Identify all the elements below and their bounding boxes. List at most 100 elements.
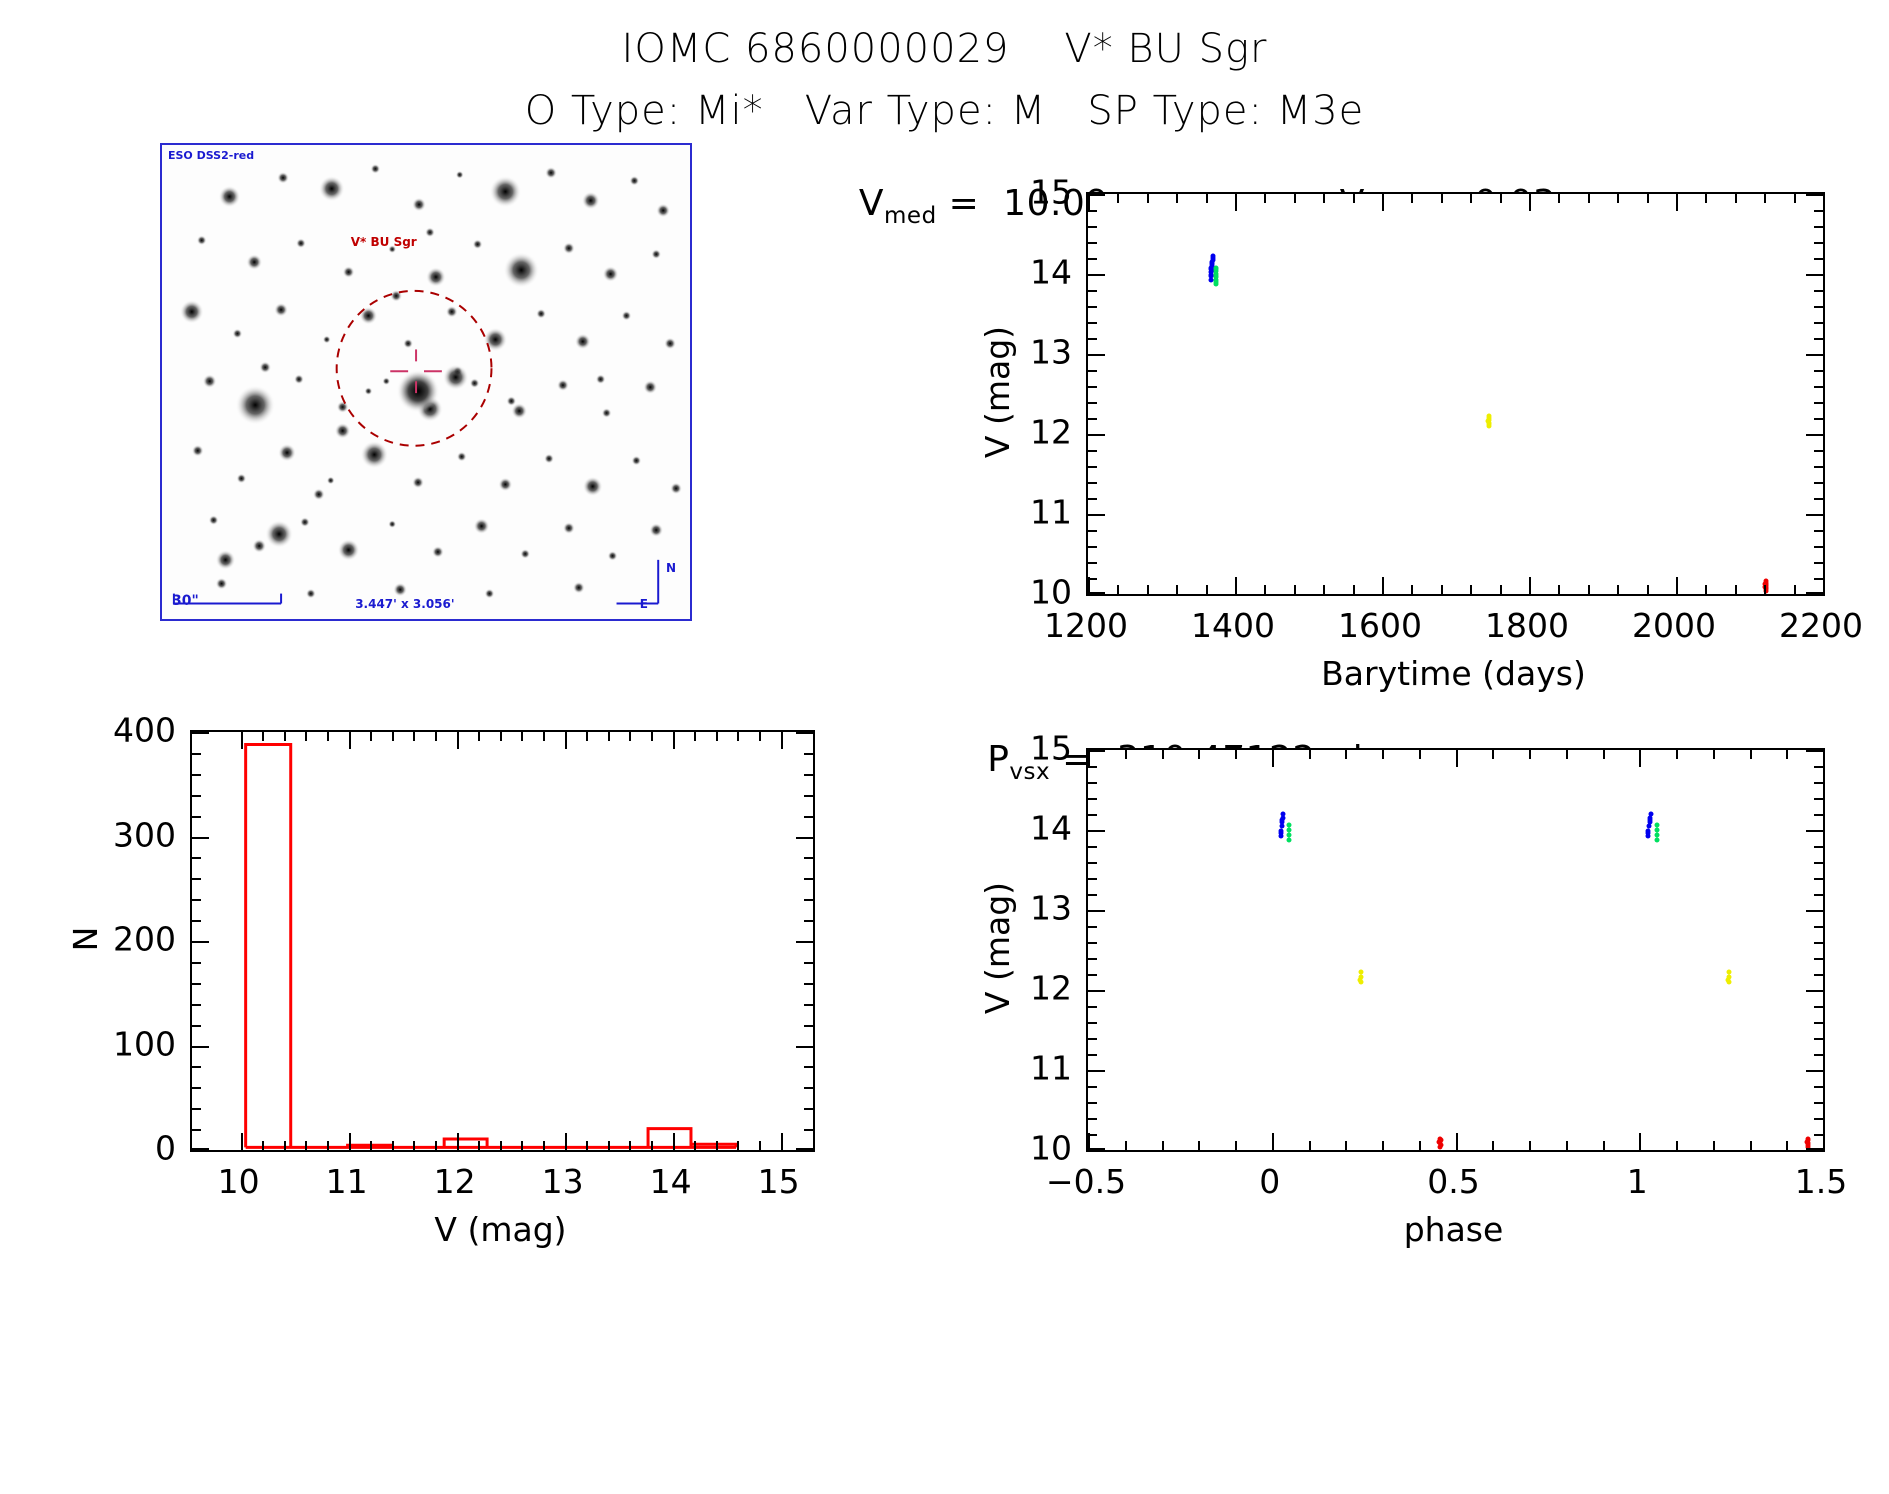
axis-tick bbox=[1293, 194, 1296, 203]
x-tick-label: −0.5 bbox=[1045, 1162, 1127, 1201]
axis-tick bbox=[1088, 226, 1097, 228]
axis-tick bbox=[1382, 1141, 1384, 1150]
axis-tick bbox=[1587, 194, 1590, 203]
axis-tick bbox=[1529, 194, 1531, 211]
data-point bbox=[1213, 273, 1219, 279]
axis-tick bbox=[192, 982, 201, 985]
axis-tick bbox=[804, 1003, 813, 1006]
x-axis-title: phase bbox=[1403, 1210, 1504, 1249]
axis-tick bbox=[796, 836, 813, 839]
axis-tick bbox=[240, 732, 243, 749]
data-point bbox=[1208, 277, 1214, 283]
data-point bbox=[1485, 418, 1491, 424]
data-point bbox=[1280, 811, 1286, 817]
data-point bbox=[1286, 837, 1292, 843]
histogram-outline bbox=[244, 742, 738, 1149]
axis-tick bbox=[804, 1087, 813, 1090]
axis-tick bbox=[1205, 585, 1208, 594]
axis-tick bbox=[1814, 782, 1823, 784]
axis-tick bbox=[1235, 194, 1237, 211]
axis-tick bbox=[1806, 274, 1823, 276]
axis-tick bbox=[1088, 498, 1097, 500]
axis-tick bbox=[694, 732, 697, 741]
axis-tick bbox=[651, 1141, 653, 1150]
axis-tick bbox=[1676, 750, 1678, 759]
data-point bbox=[1358, 979, 1364, 985]
axis-tick bbox=[1587, 585, 1590, 594]
axis-tick bbox=[1617, 194, 1620, 203]
axis-tick bbox=[262, 1141, 265, 1150]
axis-tick bbox=[192, 732, 209, 734]
axis-tick bbox=[1088, 370, 1097, 372]
axis-tick bbox=[1146, 585, 1149, 594]
axis-tick bbox=[1088, 1118, 1097, 1120]
axis-tick bbox=[1814, 578, 1823, 580]
axis-tick bbox=[435, 1141, 437, 1150]
axis-tick bbox=[1814, 814, 1823, 816]
data-point bbox=[1648, 811, 1654, 817]
axis-tick bbox=[1088, 530, 1097, 532]
data-point bbox=[1763, 585, 1769, 591]
axis-tick bbox=[1088, 1133, 1090, 1150]
data-point bbox=[1438, 1142, 1444, 1148]
axis-tick bbox=[192, 1024, 201, 1027]
axis-tick bbox=[1639, 1133, 1642, 1150]
axis-tick bbox=[1345, 750, 1348, 759]
axis-tick bbox=[1088, 1054, 1097, 1056]
axis-tick bbox=[1602, 1141, 1605, 1150]
axis-tick bbox=[804, 1066, 813, 1069]
axis-tick bbox=[1814, 450, 1823, 452]
axis-tick bbox=[1712, 750, 1715, 759]
axis-tick bbox=[1323, 585, 1326, 594]
axis-tick bbox=[1814, 498, 1823, 500]
axis-tick bbox=[1499, 194, 1502, 203]
y-tick-label: 11 bbox=[1030, 1048, 1072, 1088]
axis-tick bbox=[1088, 910, 1105, 912]
data-point bbox=[1436, 1139, 1442, 1145]
axis-tick bbox=[1088, 482, 1097, 484]
axis-tick bbox=[1088, 942, 1097, 944]
axis-tick bbox=[1646, 194, 1649, 203]
axis-tick bbox=[192, 794, 201, 797]
axis-tick bbox=[478, 732, 481, 741]
axis-tick bbox=[1088, 434, 1105, 436]
axis-tick bbox=[1088, 814, 1097, 816]
axis-tick bbox=[1382, 577, 1384, 594]
lightcurve-title-v: V bbox=[858, 183, 885, 224]
axis-tick bbox=[1814, 1022, 1823, 1024]
axis-tick bbox=[192, 1003, 201, 1006]
axis-tick bbox=[1602, 750, 1605, 759]
axis-tick bbox=[192, 752, 201, 755]
axis-tick bbox=[607, 732, 610, 741]
y-tick-label: 0 bbox=[155, 1128, 176, 1168]
y-tick-label: 200 bbox=[113, 919, 176, 959]
data-point bbox=[1654, 832, 1660, 838]
axis-tick bbox=[1793, 585, 1796, 594]
axis-tick bbox=[804, 815, 813, 818]
axis-tick bbox=[1088, 1038, 1097, 1040]
axis-tick bbox=[1088, 354, 1105, 356]
y-tick-label: 13 bbox=[1030, 332, 1072, 372]
x-axis-title: V (mag) bbox=[434, 1210, 567, 1249]
y-tick-label: 14 bbox=[1030, 252, 1072, 292]
target-star-label: V* BU Sgr bbox=[350, 235, 417, 250]
axis-tick bbox=[804, 899, 813, 902]
axis-tick bbox=[192, 899, 201, 902]
axis-tick bbox=[435, 732, 437, 741]
axis-tick bbox=[192, 1108, 201, 1111]
axis-tick bbox=[1264, 194, 1267, 203]
x-tick-label: 1800 bbox=[1485, 606, 1569, 645]
x-tick-label: 2200 bbox=[1779, 606, 1863, 645]
axis-tick bbox=[1455, 1133, 1458, 1150]
axis-tick bbox=[1088, 194, 1090, 211]
data-point bbox=[1654, 827, 1660, 833]
axis-tick bbox=[1814, 562, 1823, 564]
axis-tick bbox=[1823, 194, 1825, 211]
axis-tick bbox=[1088, 578, 1097, 580]
axis-tick bbox=[1088, 306, 1097, 308]
axis-tick bbox=[1271, 1133, 1274, 1150]
axis-tick bbox=[192, 941, 209, 943]
axis-tick bbox=[192, 1129, 201, 1132]
y-tick-label: 15 bbox=[1030, 728, 1072, 768]
x-tick-label: 1400 bbox=[1191, 606, 1275, 645]
